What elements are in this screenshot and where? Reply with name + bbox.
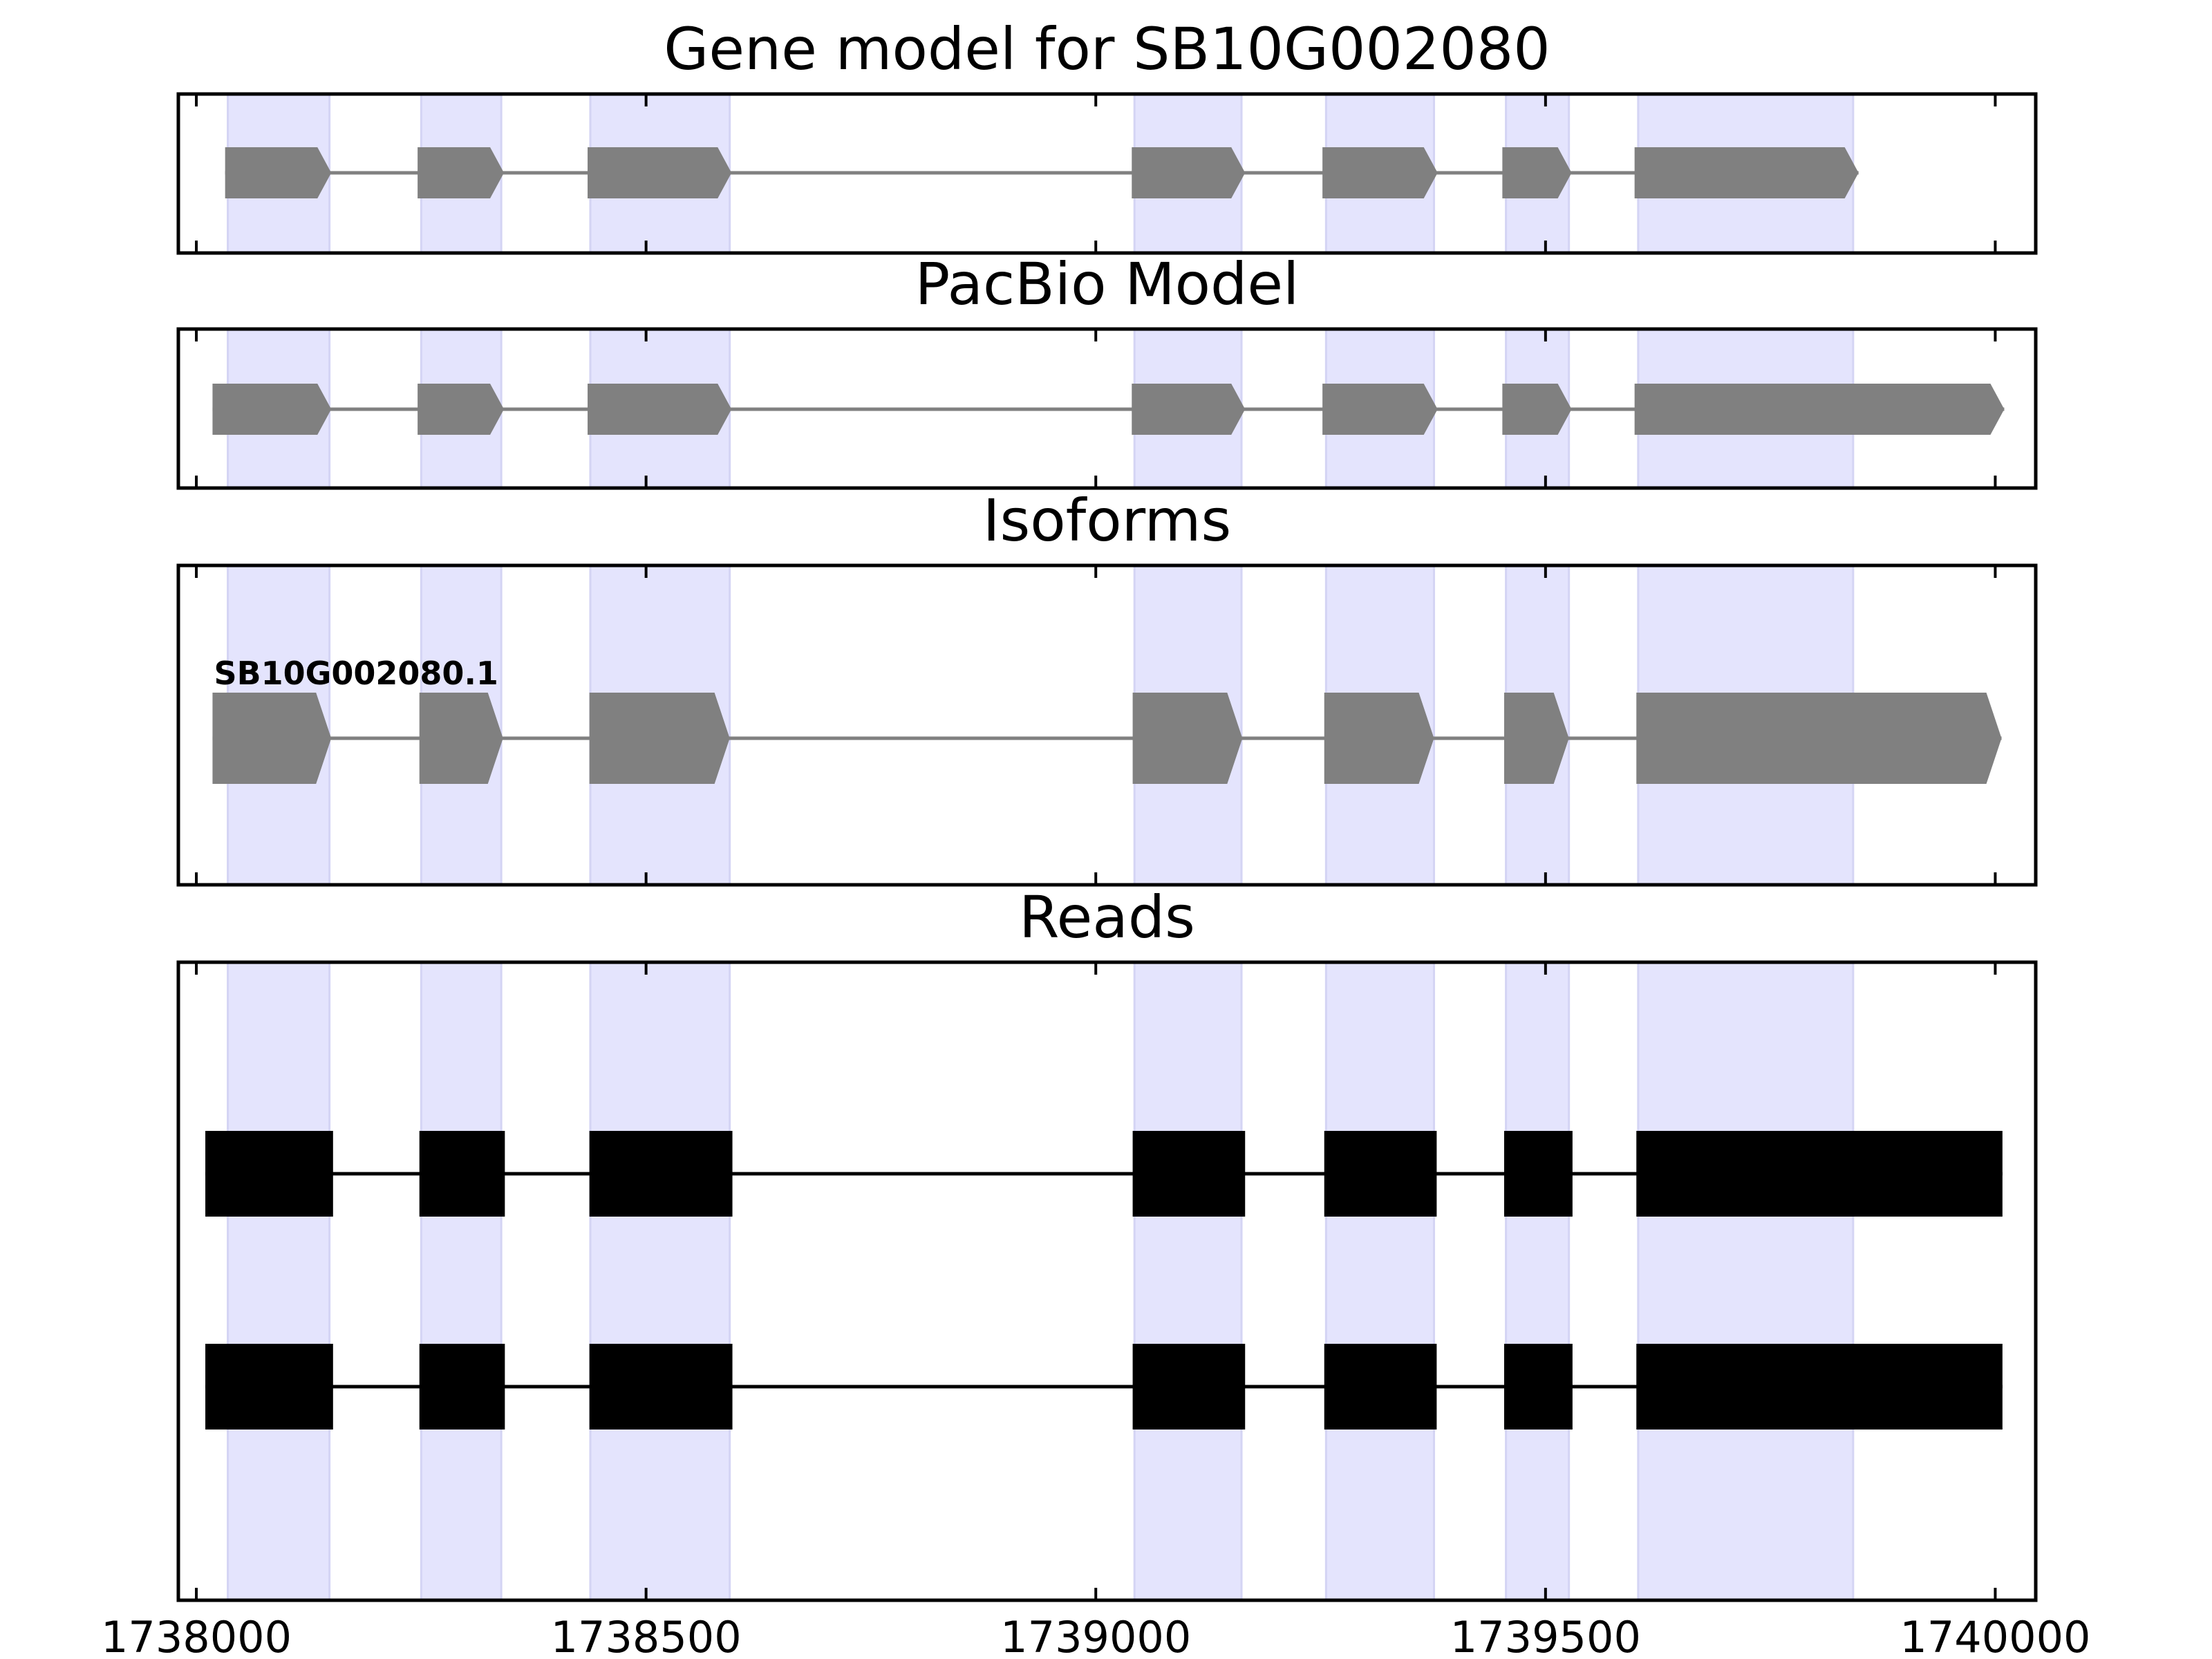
exon-0 <box>212 384 332 435</box>
exon-0 <box>225 147 332 198</box>
exon-6 <box>1634 147 1859 198</box>
exon-5 <box>1503 693 1569 784</box>
exon-6 <box>1634 384 2005 435</box>
exon-2 <box>588 384 732 435</box>
track-0 <box>205 1131 2003 1217</box>
highlight-region-5 <box>1505 961 1571 1602</box>
panel-frame <box>176 327 2038 490</box>
read-block-5 <box>1503 1344 1573 1430</box>
exon-2 <box>588 147 732 198</box>
isoform-label: SB10G002080.1 <box>214 655 498 692</box>
exon-5 <box>1502 384 1572 435</box>
highlight-region-3 <box>1133 961 1243 1602</box>
panels-layer: Gene model for SB10G002080 PacBio Model Is… <box>176 15 2038 1602</box>
panel-reads-3: Reads <box>176 883 2038 1602</box>
exon-4 <box>1322 147 1438 198</box>
panel-model-0: Gene model for SB10G002080 <box>176 15 2038 255</box>
panel-frame <box>176 92 2038 255</box>
x-tick-label-4: 1740000 <box>1900 1612 2090 1659</box>
read-block-6 <box>1636 1344 2003 1430</box>
exon-5 <box>1502 147 1572 198</box>
exon-1 <box>418 147 505 198</box>
x-axis-tick-labels: 1738000 1738500 1739000 1739500 1740000 <box>101 1612 2091 1659</box>
read-block-4 <box>1324 1344 1437 1430</box>
read-block-3 <box>1132 1344 1246 1430</box>
highlight-region-4 <box>1324 961 1435 1602</box>
exon-3 <box>1132 384 1246 435</box>
read-block-3 <box>1132 1131 1246 1217</box>
exon-0 <box>212 693 332 784</box>
read-block-2 <box>589 1131 733 1217</box>
panel-isoform-2: Isoforms SB10G002080.1 <box>176 487 2038 887</box>
highlight-region-2 <box>589 961 731 1602</box>
track-0 <box>212 384 2005 435</box>
highlight-region-1 <box>420 961 503 1602</box>
exon-4 <box>1322 384 1438 435</box>
track-0 <box>225 147 1859 198</box>
read-block-6 <box>1636 1131 2003 1217</box>
read-block-5 <box>1503 1131 1573 1217</box>
panel-title: Reads <box>1019 883 1195 951</box>
read-block-1 <box>419 1344 505 1430</box>
panel-model-1: PacBio Model <box>176 250 2038 490</box>
x-tick-label-0: 1738000 <box>101 1612 292 1659</box>
x-tick-label-2: 1739000 <box>1000 1612 1191 1659</box>
x-tick-label-1: 1738500 <box>551 1612 742 1659</box>
exon-1 <box>418 384 505 435</box>
panel-frame <box>176 563 2038 887</box>
read-block-4 <box>1324 1131 1437 1217</box>
track-0: SB10G002080.1 <box>212 655 2002 784</box>
x-tick-label-3: 1739500 <box>1450 1612 1641 1659</box>
track-1 <box>205 1344 2003 1430</box>
panel-title: Isoforms <box>983 487 1232 554</box>
read-block-1 <box>419 1131 505 1217</box>
exon-4 <box>1324 693 1434 784</box>
panel-title: Gene model for SB10G002080 <box>664 15 1550 83</box>
read-block-2 <box>589 1344 733 1430</box>
panel-frame <box>176 960 2038 1602</box>
exon-2 <box>589 693 730 784</box>
panel-title: PacBio Model <box>915 250 1300 318</box>
exon-6 <box>1636 693 2002 784</box>
highlight-region-6 <box>1637 961 1855 1602</box>
read-block-0 <box>205 1131 333 1217</box>
exon-1 <box>419 693 503 784</box>
exon-3 <box>1132 147 1246 198</box>
highlight-region-0 <box>227 961 331 1602</box>
exon-3 <box>1132 693 1243 784</box>
read-block-0 <box>205 1344 333 1430</box>
